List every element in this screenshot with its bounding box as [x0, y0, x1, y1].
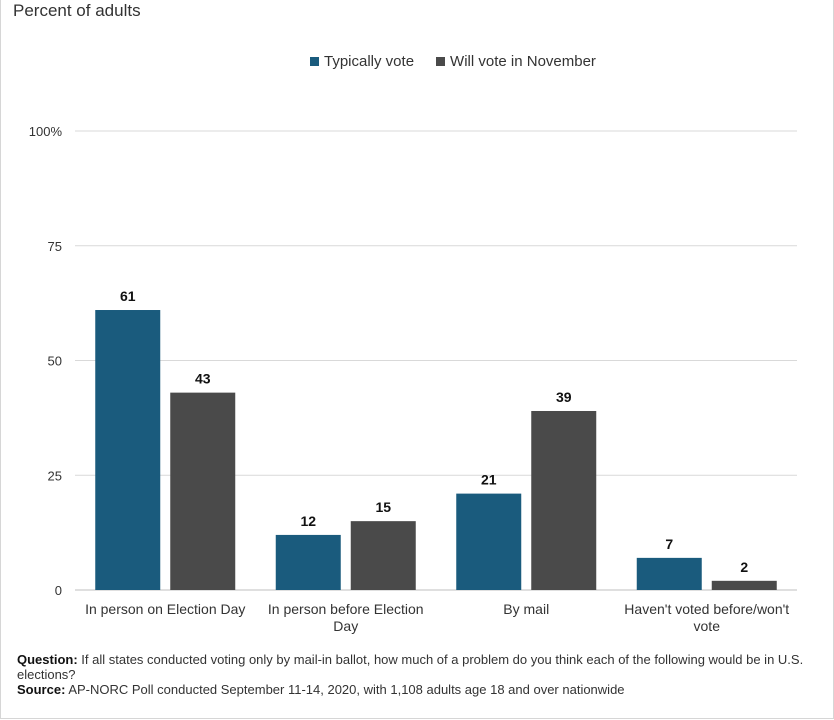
bar-will-vote	[350, 521, 416, 590]
legend-swatch-typically-vote	[310, 57, 319, 66]
y-tick-label: 50	[48, 354, 62, 369]
x-category-label: In person on Election Day	[85, 601, 245, 617]
legend-item-will-vote: Will vote in November	[436, 53, 596, 70]
y-tick-label: 0	[55, 583, 62, 598]
x-category-label: In person before Election Day	[268, 601, 424, 634]
x-category-label-line: In person before Election	[268, 601, 424, 617]
legend-item-typically-vote: Typically vote	[310, 53, 414, 70]
data-label: 7	[665, 536, 673, 552]
data-label: 21	[481, 472, 497, 488]
legend-swatch-will-vote	[436, 57, 446, 66]
bar-typically-vote	[456, 493, 522, 590]
bar-will-vote	[711, 580, 777, 590]
source-text: AP-NORC Poll conducted September 11-14, …	[68, 682, 625, 697]
data-label: 39	[556, 389, 572, 405]
x-category-label-line: Day	[333, 618, 358, 634]
x-category-label-line: By mail	[503, 601, 549, 617]
x-category-label-line: In person on Election Day	[85, 601, 245, 617]
x-category-label: By mail	[503, 601, 549, 617]
chart-legend: Typically vote Will vote in November	[310, 53, 596, 70]
question-label: Question:	[17, 652, 78, 667]
x-category-label: Haven't voted before/won't vote	[624, 601, 789, 634]
data-label: 12	[300, 513, 316, 529]
bar-typically-vote	[636, 557, 702, 590]
data-label: 43	[195, 371, 211, 387]
legend-label-typically-vote: Typically vote	[324, 53, 415, 70]
source-label: Source:	[17, 682, 66, 697]
bar-typically-vote	[275, 534, 341, 590]
data-label: 15	[375, 499, 391, 515]
bar-typically-vote	[95, 310, 161, 590]
data-label: 61	[120, 288, 136, 304]
question-note: Question: If all states conducted voting…	[17, 652, 825, 682]
bar-chart: 0 25 50 75 100% 61 43 In person on Election Day…	[29, 124, 797, 634]
bar-will-vote	[531, 410, 597, 590]
chart-footnote: Question: If all states conducted voting…	[17, 652, 825, 697]
data-label: 2	[740, 559, 748, 575]
bar-will-vote	[170, 392, 236, 590]
x-category-label-line: Haven't voted before/won't	[624, 601, 789, 617]
y-tick-label: 75	[48, 239, 62, 254]
y-tick-label: 25	[48, 468, 62, 483]
question-text: If all states conducted voting only by m…	[17, 652, 804, 682]
x-category-label-line: vote	[694, 618, 721, 634]
legend-label-will-vote: Will vote in November	[450, 53, 596, 70]
source-note: Source: AP-NORC Poll conducted September…	[17, 682, 825, 697]
chart-subtitle: Percent of adults	[13, 1, 141, 20]
y-tick-label: 100%	[29, 124, 63, 139]
